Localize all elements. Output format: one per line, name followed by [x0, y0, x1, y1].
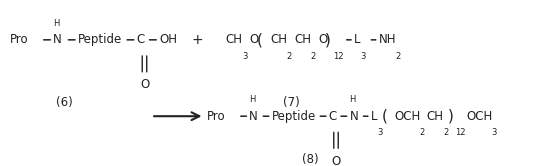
Text: NH: NH [379, 33, 396, 46]
Text: (6): (6) [56, 96, 73, 109]
Text: H: H [349, 95, 356, 104]
Text: H: H [53, 19, 59, 28]
Text: O: O [332, 155, 341, 166]
Text: CH: CH [225, 33, 242, 46]
Text: 12: 12 [455, 128, 466, 137]
Text: OCH: OCH [466, 110, 493, 123]
Text: H: H [249, 95, 255, 104]
Text: C: C [137, 33, 145, 46]
Text: L: L [354, 33, 361, 46]
Text: 2: 2 [311, 52, 316, 61]
Text: (: ( [257, 32, 263, 47]
Text: CH: CH [270, 33, 287, 46]
Text: 3: 3 [361, 52, 366, 61]
Text: Pro: Pro [207, 110, 226, 123]
Text: 3: 3 [491, 128, 497, 137]
Text: 12: 12 [333, 52, 343, 61]
Text: 2: 2 [444, 128, 449, 137]
Text: C: C [329, 110, 337, 123]
Text: L: L [371, 110, 377, 123]
Text: O: O [250, 33, 259, 46]
Text: OH: OH [159, 33, 177, 46]
Text: ): ) [325, 32, 331, 47]
Text: ): ) [448, 109, 454, 124]
Text: N: N [349, 110, 358, 123]
Text: 3: 3 [242, 52, 248, 61]
Text: OCH: OCH [395, 110, 421, 123]
Text: (7): (7) [283, 96, 300, 109]
Text: (8): (8) [302, 153, 319, 166]
Text: N: N [53, 33, 62, 46]
Text: O: O [140, 78, 150, 91]
Text: O: O [318, 33, 328, 46]
Text: +: + [192, 33, 203, 47]
Text: 3: 3 [377, 128, 383, 137]
Text: N: N [249, 110, 258, 123]
Text: 2: 2 [287, 52, 292, 61]
Text: Pro: Pro [10, 33, 29, 46]
Text: CH: CH [427, 110, 444, 123]
Text: Peptide: Peptide [78, 33, 122, 46]
Text: 2: 2 [395, 52, 400, 61]
Text: (: ( [382, 109, 388, 124]
Text: Peptide: Peptide [272, 110, 316, 123]
Text: 2: 2 [419, 128, 424, 137]
Text: CH: CH [294, 33, 311, 46]
